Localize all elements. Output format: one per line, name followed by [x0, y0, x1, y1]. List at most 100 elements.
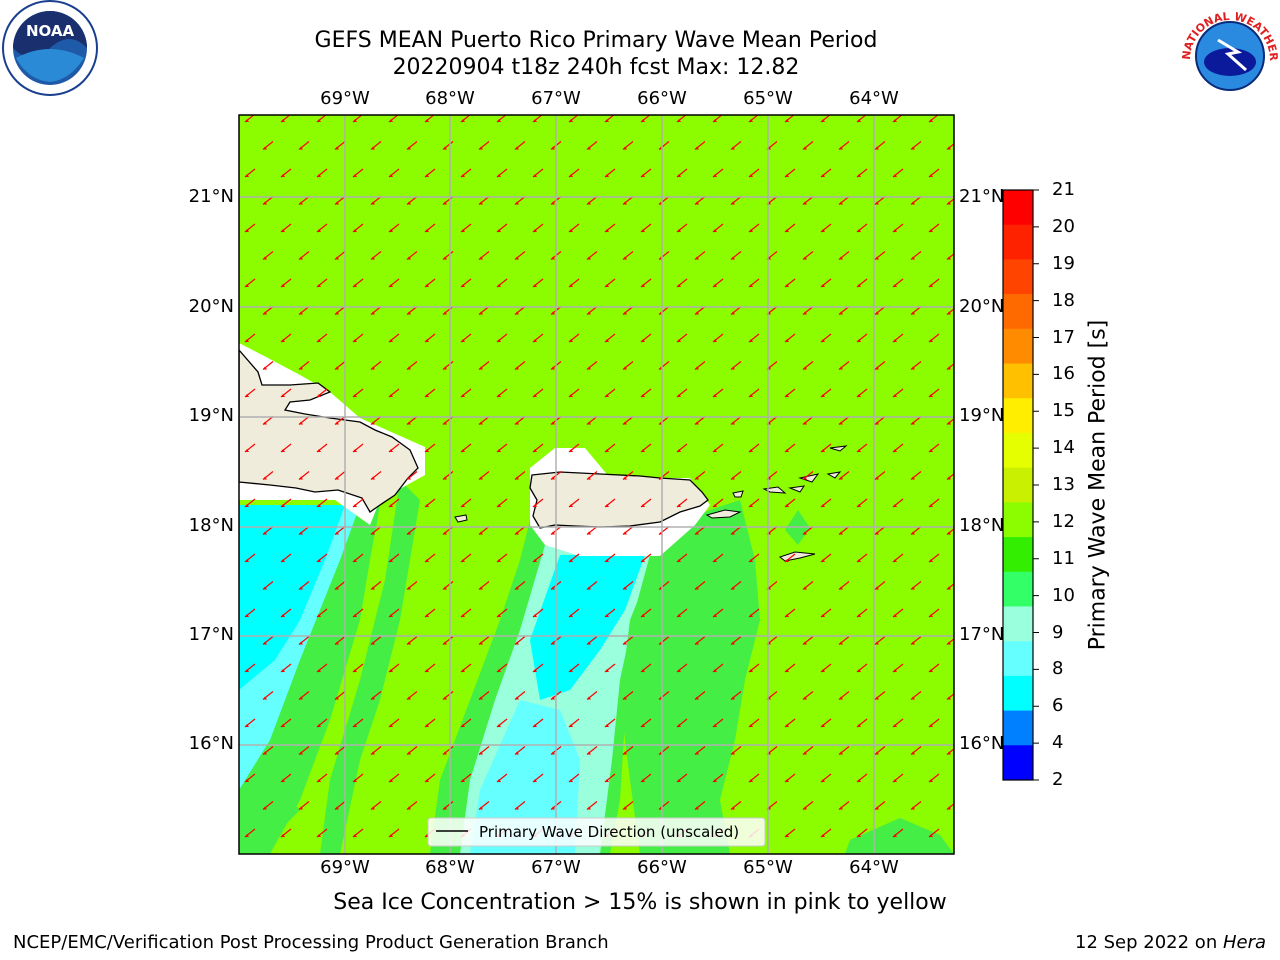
wave-arrow-head [947, 531, 951, 535]
wave-arrow-head [695, 366, 699, 370]
wave-arrow-head [515, 476, 519, 480]
wave-arrow-head [713, 119, 717, 122]
wave-arrow-head [605, 779, 609, 782]
wave-arrow-head [569, 229, 573, 232]
wave-arrow-head [479, 146, 483, 150]
wave-arrow-head [569, 559, 573, 562]
lon-label-top-65: 65°W [743, 88, 793, 109]
wave-arrow-head [605, 669, 609, 672]
colorbar-segment [1003, 641, 1033, 677]
wave-arrow-head [947, 476, 951, 480]
wave-arrow-head [317, 229, 321, 232]
wave-arrow-head [749, 449, 753, 452]
wave-arrow-head [875, 806, 879, 810]
wave-arrow-head [857, 724, 861, 727]
wave-arrow-head [947, 311, 951, 315]
wave-arrow-head [803, 201, 807, 205]
wave-arrow-head [839, 201, 843, 205]
wave-arrow-head [587, 806, 591, 810]
wave-arrow-head [533, 614, 537, 617]
wave-arrow-head [425, 339, 429, 342]
wave-arrow-head [893, 119, 897, 122]
wave-arrow-head [461, 449, 465, 452]
wave-arrow-head [443, 586, 447, 590]
wave-arrow-head [389, 284, 393, 287]
wave-arrow-head [299, 641, 303, 645]
wave-arrow-head [281, 559, 285, 562]
wave-arrow-head [443, 806, 447, 810]
wave-arrow-head [497, 339, 501, 342]
wave-arrow-head [947, 146, 951, 150]
wave-arrow-head [677, 174, 681, 177]
wave-arrow-head [533, 504, 537, 507]
wave-arrow-head [677, 559, 681, 562]
wave-arrow-head [929, 449, 933, 452]
wave-arrow-head [515, 751, 519, 755]
wave-arrow-head [803, 256, 807, 260]
wave-arrow [911, 857, 921, 865]
wave-arrow-head [911, 201, 915, 205]
wave-arrow-head [893, 724, 897, 727]
wave-arrow-head [857, 779, 861, 782]
wave-arrow-head [461, 504, 465, 507]
wave-arrow-head [623, 256, 627, 260]
wave-arrow-head [929, 394, 933, 397]
wave-arrow-head [443, 366, 447, 370]
wave-arrow-head [461, 339, 465, 342]
wave-arrow-head [389, 724, 393, 727]
wave-arrow-head [389, 834, 393, 837]
wave-arrow-head [281, 394, 285, 397]
wave-arrow-head [731, 256, 735, 260]
colorbar-tick-label: 18 [1052, 289, 1075, 311]
wave-arrow-head [947, 806, 951, 810]
wave-arrow-head [929, 779, 933, 782]
wave-arrow-head [749, 174, 753, 177]
wave-arrow-head [731, 476, 735, 480]
wave-arrow-head [353, 559, 357, 562]
wave-arrow-head [317, 174, 321, 177]
wave-arrow-head [587, 311, 591, 315]
wave-arrow-head [389, 504, 393, 507]
wave-arrow [803, 857, 813, 865]
wave-arrow-head [425, 724, 429, 727]
wave-arrow-head [371, 311, 375, 315]
wave-arrow-head [389, 559, 393, 562]
wave-arrow-head [785, 394, 789, 397]
wave-arrow-head [263, 476, 267, 480]
wave-arrow-head [623, 531, 627, 535]
wave-arrow-head [947, 366, 951, 370]
wave-arrow-head [695, 531, 699, 535]
wave-arrow-head [317, 559, 321, 562]
wave-arrow-head [461, 779, 465, 782]
wave-arrow-head [821, 339, 825, 342]
colorbar-tick-label: 4 [1052, 732, 1064, 754]
wave-arrow-head [875, 146, 879, 150]
wave-arrow-head [497, 724, 501, 727]
wave-arrow-head [371, 366, 375, 370]
wave-arrow-head [821, 834, 825, 837]
wave-arrow-head [893, 229, 897, 232]
wave-arrow-head [911, 806, 915, 810]
wave-arrow-head [425, 559, 429, 562]
map-frame [238, 114, 955, 855]
wave-arrow-head [551, 696, 555, 700]
wave-arrow-head [497, 119, 501, 122]
wave-arrow-head [641, 724, 645, 727]
wave-arrow-head [299, 806, 303, 810]
wave-arrow-head [695, 641, 699, 645]
wave-arrow-head [695, 476, 699, 480]
wave-arrow-head [569, 724, 573, 727]
sea-ice-note: Sea Ice Concentration > 15% is shown in … [333, 890, 947, 915]
wave-arrow-head [497, 174, 501, 177]
wave-arrow-head [371, 696, 375, 700]
wave-arrow-head [335, 696, 339, 700]
wave-arrow-head [317, 119, 321, 122]
wave-arrow-head [641, 779, 645, 782]
wave-arrow-head [677, 724, 681, 727]
wave-arrow-head [911, 862, 915, 865]
lon-label-bottom-64: 64°W [849, 857, 899, 878]
wave-arrow-head [407, 366, 411, 370]
wave-arrow-head [839, 476, 843, 480]
wave-arrow-head [857, 174, 861, 177]
